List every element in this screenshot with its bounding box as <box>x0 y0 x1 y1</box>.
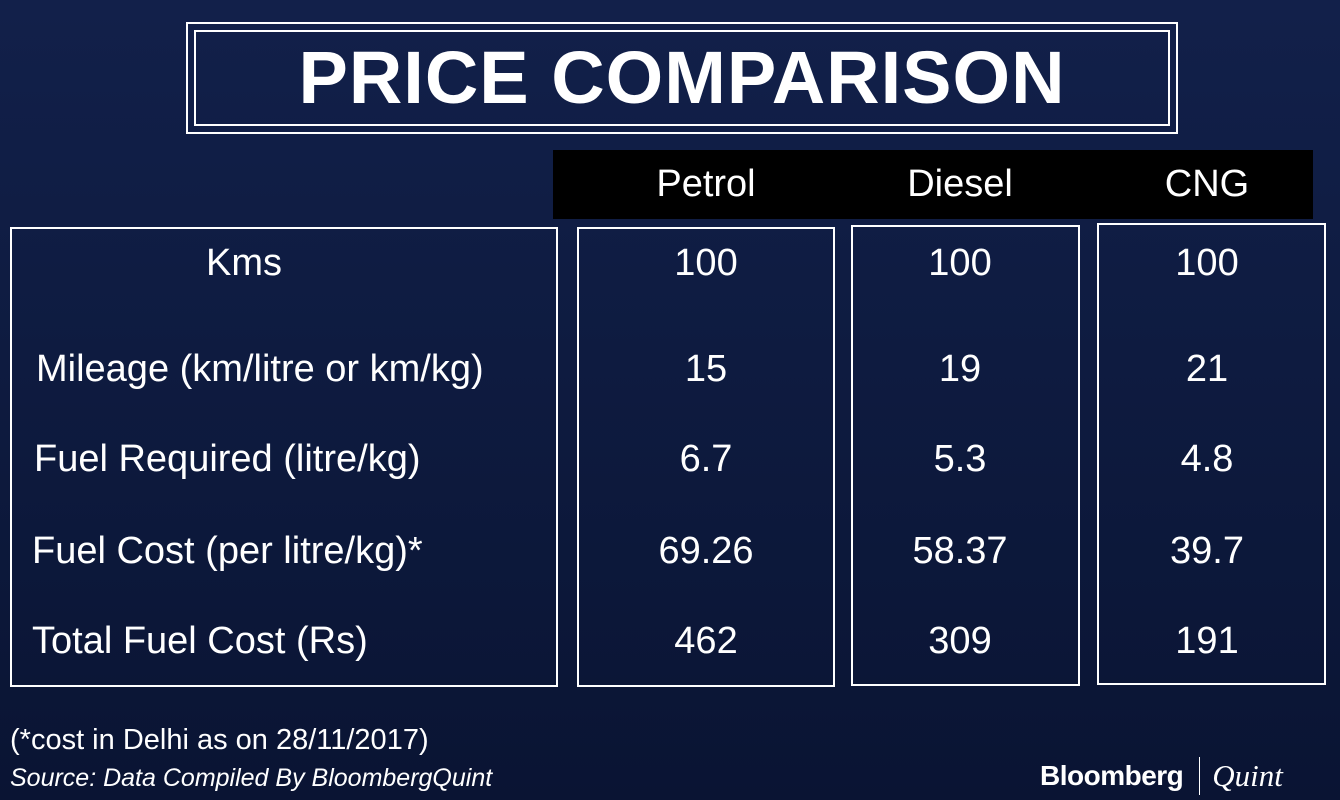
row-label-fuel-cost: Fuel Cost (per litre/kg)* <box>32 530 423 572</box>
bloombergquint-logo: Bloomberg Quint <box>1040 756 1283 796</box>
row-labels-box <box>10 227 558 687</box>
column-header-diesel: Diesel <box>907 163 1013 205</box>
column-header-bar <box>553 150 1313 219</box>
logo-quint-text: Quint <box>1212 758 1283 793</box>
cell-cng-kms: 100 <box>1175 242 1239 284</box>
row-label-mileage: Mileage (km/litre or km/kg) <box>36 348 484 390</box>
row-label-fuel-required: Fuel Required (litre/kg) <box>34 438 421 480</box>
cell-petrol-fuel-required: 6.7 <box>679 438 733 480</box>
cng-column-box <box>1097 223 1326 685</box>
cell-petrol-mileage: 15 <box>684 348 728 390</box>
cell-petrol-kms: 100 <box>674 242 738 284</box>
row-label-total-fuel-cost: Total Fuel Cost (Rs) <box>32 620 368 662</box>
logo-bloomberg-text: Bloomberg <box>1040 760 1184 791</box>
cell-cng-total-fuel-cost: 191 <box>1175 620 1239 662</box>
title-frame-outer: PRICE COMPARISON <box>186 22 1178 134</box>
title-frame-inner: PRICE COMPARISON <box>194 30 1170 126</box>
petrol-column-box <box>577 227 835 687</box>
cell-cng-mileage: 21 <box>1185 348 1229 390</box>
footnote: (*cost in Delhi as on 28/11/2017) <box>10 724 429 756</box>
page-title: PRICE COMPARISON <box>298 36 1066 119</box>
diesel-column-box <box>851 225 1080 686</box>
cell-diesel-kms: 100 <box>928 242 992 284</box>
cell-cng-fuel-cost: 39.7 <box>1170 530 1244 572</box>
logo-divider <box>1199 757 1201 795</box>
cell-petrol-total-fuel-cost: 462 <box>674 620 738 662</box>
source-note: Source: Data Compiled By BloombergQuint <box>10 764 493 792</box>
row-label-kms: Kms <box>206 242 282 284</box>
cell-diesel-fuel-cost: 58.37 <box>912 530 1008 572</box>
cell-diesel-mileage: 19 <box>938 348 982 390</box>
cell-diesel-total-fuel-cost: 309 <box>928 620 992 662</box>
column-header-cng: CNG <box>1164 163 1250 205</box>
column-header-petrol: Petrol <box>656 163 756 205</box>
cell-petrol-fuel-cost: 69.26 <box>658 530 754 572</box>
cell-cng-fuel-required: 4.8 <box>1180 438 1234 480</box>
cell-diesel-fuel-required: 5.3 <box>933 438 987 480</box>
